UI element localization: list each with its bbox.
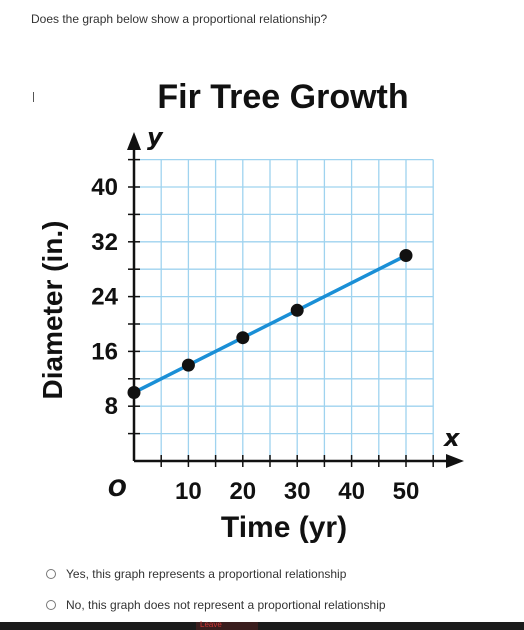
question-text: Does the graph below show a proportional…: [31, 12, 328, 26]
data-point: [127, 386, 141, 399]
x-tick-label: 40: [338, 478, 365, 505]
y-tick-label: 24: [91, 284, 118, 311]
data-point: [399, 249, 413, 262]
chart-title: Fir Tree Growth: [157, 78, 408, 116]
x-axis-title: Time (yr): [221, 511, 347, 544]
y-axis-arrow: [127, 132, 141, 150]
origin-label: O: [108, 477, 127, 502]
y-tick-label: 32: [91, 229, 118, 256]
radio-yes[interactable]: [46, 569, 56, 579]
bottom-bar: [0, 622, 524, 630]
y-axis-letter: y: [147, 123, 164, 151]
chart-ticks: 10 20 30 40 50 8 16 24 32 40: [91, 158, 434, 505]
text-cursor: [33, 92, 34, 102]
chart-axes: [127, 132, 464, 468]
x-tick-label: 20: [229, 478, 256, 505]
x-axis-letter: x: [443, 424, 461, 452]
option-yes[interactable]: Yes, this graph represents a proportiona…: [46, 567, 346, 581]
x-axis-arrow: [446, 454, 464, 468]
data-point: [290, 303, 304, 317]
x-tick-label: 30: [284, 478, 311, 505]
y-tick-label: 8: [105, 393, 118, 420]
data-point: [236, 331, 250, 345]
x-tick-label: 50: [393, 478, 420, 505]
option-no-label: No, this graph does not represent a prop…: [66, 598, 386, 612]
radio-no[interactable]: [46, 600, 56, 610]
option-yes-label: Yes, this graph represents a proportiona…: [66, 567, 347, 581]
leave-label: Leave: [200, 620, 222, 629]
data-point: [181, 358, 195, 372]
chart-grid: [133, 158, 434, 462]
leave-button[interactable]: [196, 622, 258, 630]
y-tick-label: 16: [91, 338, 118, 365]
option-no[interactable]: No, this graph does not represent a prop…: [46, 598, 386, 612]
x-tick-label: 10: [175, 478, 202, 505]
chart-series: [127, 249, 413, 399]
y-tick-label: 40: [91, 174, 118, 201]
y-axis-title: Diameter (in.): [37, 221, 68, 400]
